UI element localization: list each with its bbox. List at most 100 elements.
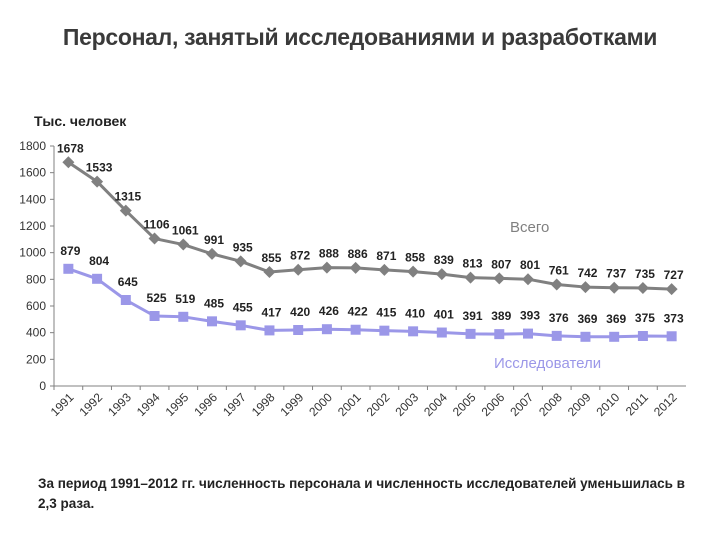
data-label-researchers: 376 [549, 311, 569, 325]
legend-label-total: Всего [510, 219, 549, 236]
data-label-researchers: 485 [204, 296, 224, 310]
data-point-researchers [293, 325, 304, 335]
x-tick-label: 2012 [651, 390, 680, 419]
y-tick-label: 1400 [19, 192, 46, 206]
data-label-researchers: 422 [348, 305, 368, 319]
data-point-researchers [264, 325, 275, 336]
data-label-total: 737 [606, 267, 626, 281]
data-point-total [263, 266, 276, 278]
data-label-researchers: 401 [434, 308, 454, 322]
data-label-researchers: 645 [118, 275, 138, 289]
data-point-total [493, 272, 506, 285]
x-tick-label: 1996 [191, 390, 220, 419]
series-line-total [67, 161, 672, 291]
y-tick-label: 0 [39, 379, 46, 393]
data-label-researchers: 417 [261, 305, 281, 319]
data-label-total: 855 [261, 251, 281, 265]
data-label-researchers: 410 [405, 306, 425, 320]
data-label-researchers: 369 [606, 312, 626, 326]
data-point-total [177, 238, 190, 251]
data-label-researchers: 391 [463, 309, 483, 323]
line-chart: Тыс. человек 0 200 400 600 800 1000 1200 1400 16… [19, 113, 686, 419]
data-point-researchers [120, 295, 131, 305]
data-label-researchers: 389 [491, 309, 511, 323]
data-point-researchers [494, 329, 505, 340]
data-label-total: 1106 [144, 218, 170, 232]
data-point-total [349, 261, 362, 274]
data-point-researchers [350, 324, 361, 335]
data-point-total [522, 273, 534, 286]
data-label-total: 1315 [114, 190, 141, 204]
data-label-researchers: 373 [664, 311, 684, 325]
data-label-total: 858 [405, 251, 425, 265]
x-tick-label: 2007 [507, 390, 536, 419]
data-label-total: 935 [233, 240, 253, 254]
data-point-researchers [436, 327, 447, 338]
data-point-researchers [63, 263, 74, 274]
data-label-total: 1061 [172, 224, 199, 238]
data-point-researchers [637, 331, 648, 341]
data-label-researchers: 375 [635, 311, 655, 325]
data-label-researchers: 525 [147, 291, 167, 305]
data-point-researchers [666, 331, 677, 342]
x-tick-label: 1994 [134, 390, 163, 419]
data-point-researchers [465, 328, 476, 339]
x-tick-label: 1993 [105, 390, 134, 419]
data-label-total: 1678 [57, 141, 84, 155]
data-point-researchers [408, 326, 419, 337]
data-label-researchers: 519 [175, 292, 195, 306]
data-point-researchers [609, 331, 620, 342]
y-tick-label: 200 [26, 352, 46, 366]
data-label-total: 871 [376, 249, 396, 263]
data-point-researchers [92, 273, 103, 284]
data-label-total: 991 [204, 233, 224, 247]
data-label-total: 735 [635, 267, 655, 281]
x-tick-label: 1998 [249, 390, 278, 419]
x-tick-label: 2004 [421, 390, 450, 419]
data-label-researchers: 420 [290, 305, 310, 319]
data-point-researchers [551, 330, 562, 341]
x-tick-label: 1999 [278, 390, 307, 419]
data-point-total [665, 283, 678, 296]
y-tick-label: 1200 [19, 219, 46, 233]
x-tick-label: 2009 [565, 390, 594, 419]
data-label-total: 813 [463, 257, 483, 271]
data-point-researchers [379, 325, 390, 336]
data-point-researchers [207, 316, 217, 327]
data-point-total [579, 281, 592, 294]
x-tick-label: 2008 [536, 390, 565, 419]
data-point-researchers [178, 311, 189, 322]
data-label-researchers: 415 [376, 306, 396, 320]
data-label-total: 888 [319, 247, 339, 261]
y-tick-label: 1000 [19, 246, 46, 260]
data-label-researchers: 455 [233, 300, 253, 314]
data-label-researchers: 879 [60, 244, 80, 258]
x-tick-label: 2002 [364, 390, 393, 419]
data-point-total [292, 263, 305, 276]
data-point-total [91, 175, 104, 188]
data-point-total [119, 204, 132, 217]
data-point-total [435, 268, 448, 281]
data-point-researchers [149, 311, 160, 321]
data-label-total: 872 [290, 249, 310, 263]
data-label-researchers: 426 [319, 304, 339, 318]
data-point-total [608, 281, 621, 294]
data-point-total [636, 282, 649, 294]
data-label-total: 839 [434, 253, 454, 267]
data-label-researchers: 804 [89, 254, 109, 268]
series-line-researchers [67, 267, 672, 339]
legend-label-researchers: Исследователи [494, 355, 601, 372]
x-tick-label: 2006 [479, 390, 508, 419]
data-point-total [206, 247, 218, 260]
x-tick-label: 1997 [220, 390, 249, 419]
data-point-researchers [580, 331, 591, 342]
y-tick-label: 1600 [19, 166, 46, 180]
data-label-total: 886 [348, 247, 368, 261]
data-point-researchers [235, 320, 246, 331]
y-tick-label: 800 [26, 272, 46, 286]
data-point-total [62, 156, 75, 169]
data-label-researchers: 393 [520, 309, 540, 323]
data-point-total [378, 263, 391, 276]
slide-title: Персонал, занятый исследованиями и разра… [62, 24, 658, 50]
